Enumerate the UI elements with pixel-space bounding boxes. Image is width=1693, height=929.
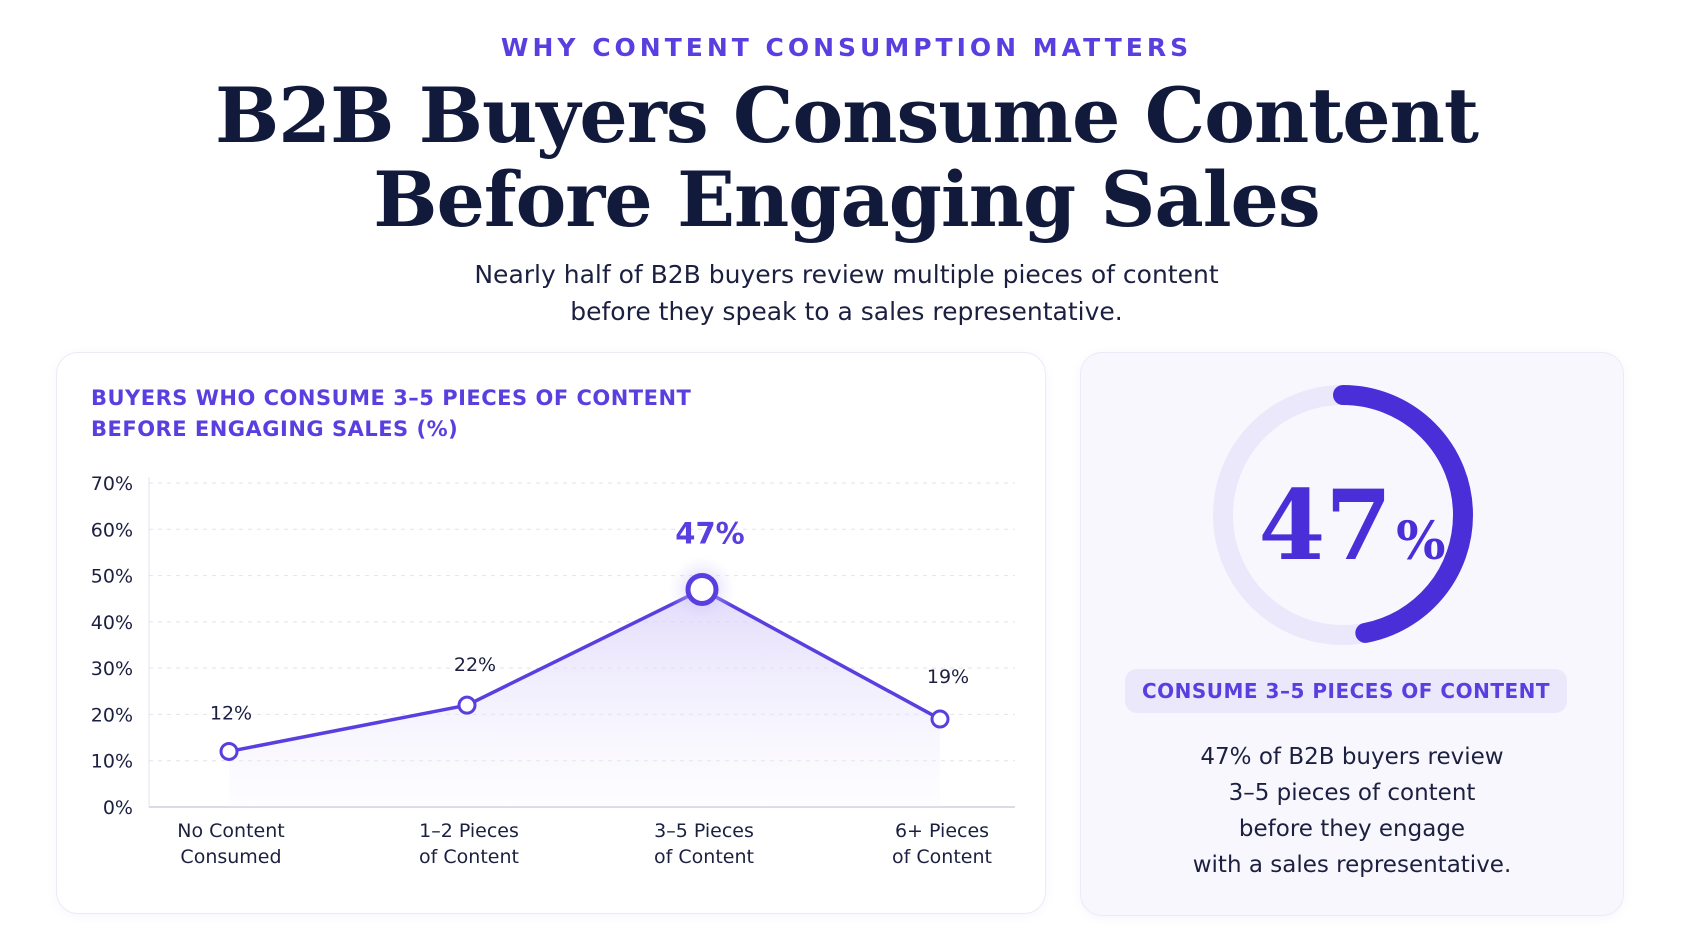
x-tick-label: of Content [654, 846, 754, 868]
y-tick-label: 30% [91, 658, 133, 680]
eyebrow: WHY CONTENT CONSUMPTION MATTERS [500, 33, 1193, 62]
stat-pill-label: CONSUME 3–5 PIECES OF CONTENT [1125, 669, 1567, 713]
labels: 0% 10% 20% 30% 40% 50% 60% 70% 12% No Content Cons… [91, 473, 992, 868]
y-tick-label: 40% [91, 612, 133, 634]
chart-title-line-1: BUYERS WHO CONSUME 3–5 PIECES OF CONTENT [91, 386, 692, 410]
data-point [457, 695, 477, 715]
x-tick-label: No Content [177, 820, 284, 842]
title-line-1: B2B Buyers Consume Content [214, 71, 1479, 160]
data-point [219, 741, 239, 761]
stat-unit: % [1396, 511, 1446, 572]
y-tick-label: 50% [91, 566, 133, 588]
data-point [930, 709, 950, 729]
stat-desc-line-3: before they engage [1238, 816, 1466, 842]
subtitle: Nearly half of B2B buyers review multipl… [0, 256, 1693, 330]
line-chart: 0% 10% 20% 30% 40% 50% 60% 70% 12% No Content Cons… [91, 473, 1015, 868]
area-fill [229, 589, 940, 807]
data-label: 22% [454, 654, 496, 676]
x-tick-label: of Content [892, 846, 992, 868]
stat-desc-line-2: 3–5 pieces of content [1228, 780, 1476, 806]
x-tick-label: of Content [419, 846, 519, 868]
chart-title-line-2: BEFORE ENGAGING SALES (%) [91, 417, 459, 441]
subtitle-line-1: Nearly half of B2B buyers review multipl… [474, 260, 1219, 289]
y-tick-label: 70% [91, 473, 133, 495]
y-tick-label: 20% [91, 704, 133, 726]
series-path [228, 587, 941, 754]
progress-ring [1213, 385, 1473, 645]
y-tick-label: 0% [103, 797, 133, 819]
stat-value: 47% [1081, 471, 1623, 581]
y-tick-label: 60% [91, 519, 133, 541]
y-tick-label: 10% [91, 751, 133, 773]
subtitle-line-2: before they speak to a sales representat… [570, 297, 1123, 326]
x-tick-label: 3–5 Pieces [654, 820, 754, 842]
title-line-2: Before Engaging Sales [373, 155, 1320, 244]
progress-ring-fill [1213, 385, 1473, 645]
chart-title: BUYERS WHO CONSUME 3–5 PIECES OF CONTENT… [91, 383, 791, 445]
data-points [219, 555, 950, 761]
data-label: 19% [927, 666, 969, 688]
stat-desc-line-4: with a sales representative. [1192, 852, 1512, 878]
data-label: 47% [675, 516, 744, 550]
x-tick-label: 1–2 Pieces [419, 820, 519, 842]
area-path [229, 589, 940, 807]
data-point-center [697, 584, 707, 595]
stat-description: 47% of B2B buyers review 3–5 pieces of c… [1081, 739, 1623, 883]
stat-desc-line-1: 47% of B2B buyers review [1200, 744, 1504, 770]
x-tick-label: Consumed [180, 846, 281, 868]
x-tick-label: 6+ Pieces [895, 820, 989, 842]
page-title: B2B Buyers Consume Content Before Engagi… [0, 74, 1693, 242]
stat-number: 47 [1258, 469, 1393, 582]
stat-card: 47% CONSUME 3–5 PIECES OF CONTENT 47% of… [1080, 352, 1624, 916]
data-label: 12% [210, 702, 252, 724]
chart-card: BUYERS WHO CONSUME 3–5 PIECES OF CONTENT… [56, 352, 1046, 914]
series-line [228, 587, 941, 754]
